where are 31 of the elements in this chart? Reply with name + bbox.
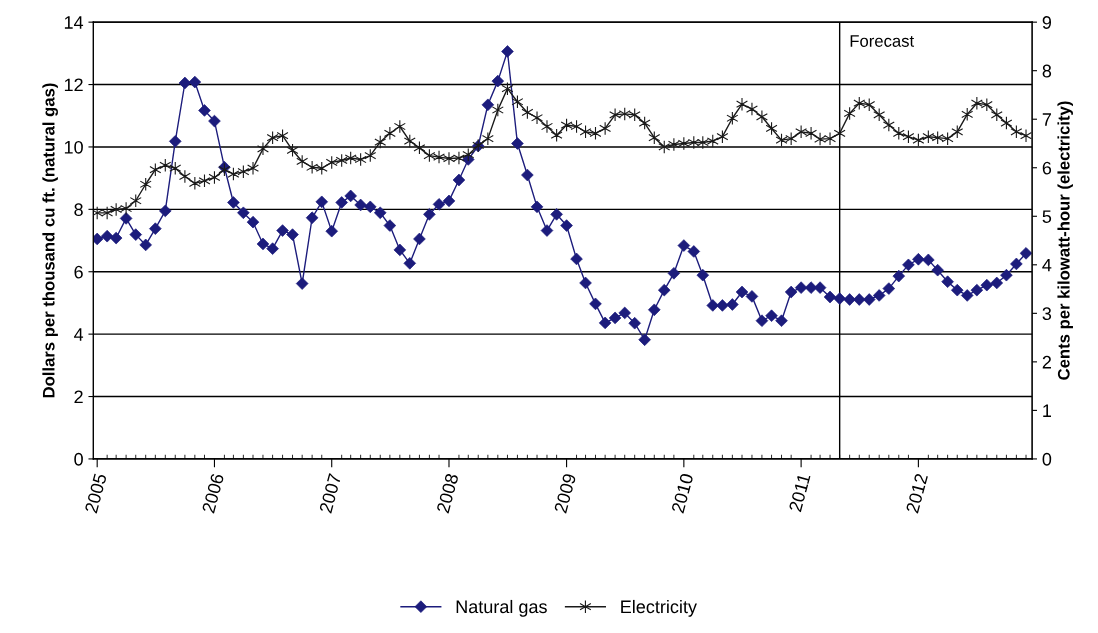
legend-label: Electricity: [621, 599, 697, 617]
y2-tick-label: 2: [1042, 355, 1051, 369]
y-tick-label: 2: [74, 390, 83, 404]
legend-label: Natural gas: [456, 599, 547, 617]
y-tick-label: 14: [64, 16, 84, 29]
ref-line-label: Forecast: [850, 35, 915, 47]
x-tick-label: 2006: [201, 473, 225, 514]
y2-tick-label: 4: [1042, 258, 1052, 272]
y-tick-label: 6: [74, 265, 83, 279]
y2-axis-title: Cents per kilowatt-hour (electricity): [1057, 101, 1073, 380]
y2-tick-label: 9: [1042, 16, 1052, 29]
y2-tick-label: 8: [1042, 64, 1052, 78]
y2-tick-label: 7: [1042, 113, 1051, 126]
y-tick-label: 8: [74, 203, 83, 217]
x-tick-label: 2005: [84, 472, 107, 514]
x-tick-label: 2012: [905, 473, 929, 514]
y-tick-label: 0: [74, 452, 83, 466]
x-tick-label: 2008: [436, 473, 459, 514]
y-axis-title: Dollars per thousand cu ft. (natural gas): [42, 83, 58, 398]
y-tick-label: 4: [73, 328, 84, 341]
y-tick-label: 10: [64, 140, 83, 154]
y2-tick-label: 5: [1042, 210, 1052, 223]
y2-tick-label: 6: [1042, 161, 1052, 175]
y2-tick-label: 1: [1043, 404, 1051, 417]
x-tick-label: 2007: [319, 473, 342, 514]
y2-tick-label: 0: [1042, 452, 1052, 466]
x-tick-label: 2010: [671, 472, 694, 514]
x-tick-label: 2011: [788, 473, 811, 513]
x-tick-label: 2009: [553, 473, 577, 514]
y-tick-label: 12: [64, 78, 83, 92]
y2-tick-label: 3: [1042, 307, 1052, 321]
